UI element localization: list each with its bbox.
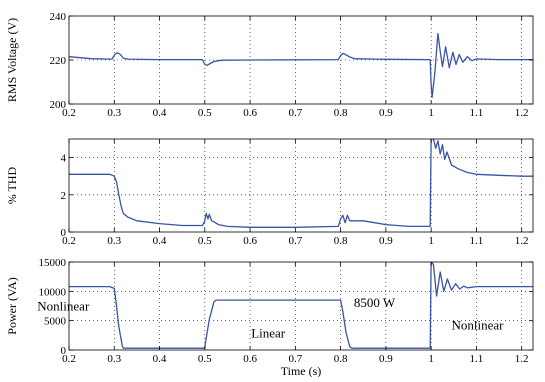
x-tick-label: 0.5	[198, 235, 212, 247]
y-tick-label: 240	[50, 11, 67, 23]
x-tick-label: 0.9	[379, 353, 393, 365]
x-tick-label: 1.2	[515, 235, 529, 247]
x-tick-label: 0.6	[243, 235, 257, 247]
x-tick-label: 0.2	[62, 353, 76, 365]
annotation-label: 8500 W	[354, 295, 396, 310]
x-tick-label: 0.9	[379, 235, 393, 247]
x-tick-label: 0.4	[153, 235, 167, 247]
x-tick-label: 1	[428, 235, 434, 247]
x-tick-label: 0.6	[243, 107, 257, 119]
series-line	[69, 32, 533, 99]
plot-frame	[68, 261, 534, 351]
x-tick-label: 1.2	[515, 107, 529, 119]
y-tick-label: 5000	[44, 316, 67, 328]
x-tick-label: 1.1	[470, 107, 484, 119]
annotation-label: Nonlinear	[37, 299, 90, 314]
x-tick-label: 1.2	[515, 353, 529, 365]
x-axis-label: Time (s)	[281, 364, 322, 377]
y-axis-label: Power (VA)	[5, 277, 19, 334]
y-tick-label: 0	[61, 345, 67, 357]
x-tick-label: 0.4	[153, 107, 167, 119]
x-tick-label: 0.5	[198, 107, 212, 119]
x-tick-label: 0.3	[107, 107, 121, 119]
x-tick-label: 0.7	[288, 107, 302, 119]
y-axis-label: % THD	[5, 166, 19, 204]
x-tick-label: 0.2	[62, 107, 76, 119]
y-tick-label: 200	[50, 99, 67, 111]
y-tick-label: 15000	[39, 257, 67, 269]
x-tick-label: 0.2	[62, 235, 76, 247]
annotation-label: Linear	[251, 326, 286, 341]
y-tick-label: 10000	[39, 286, 67, 298]
y-tick-label: 220	[50, 55, 67, 67]
x-tick-label: 0.9	[379, 107, 393, 119]
annotation-label: Nonlinear	[452, 317, 505, 332]
x-tick-label: 0.8	[334, 107, 348, 119]
x-tick-label: 0.4	[153, 353, 167, 365]
series-line	[69, 262, 533, 349]
x-tick-label: 1	[428, 107, 434, 119]
x-tick-label: 0.7	[288, 353, 302, 365]
y-tick-label: 4	[61, 153, 67, 165]
x-tick-label: 0.6	[243, 353, 257, 365]
y-tick-label: 0	[61, 227, 67, 239]
y-tick-label: 2	[61, 190, 67, 202]
y-axis-label: RMS Voltage (V)	[5, 18, 19, 102]
x-tick-label: 0.8	[334, 235, 348, 247]
plot-frame	[68, 138, 534, 233]
x-tick-label: 0.3	[107, 235, 121, 247]
x-tick-label: 0.8	[334, 353, 348, 365]
x-tick-label: 1.1	[470, 353, 484, 365]
x-tick-label: 0.7	[288, 235, 302, 247]
x-tick-label: 1	[428, 353, 434, 365]
x-tick-label: 0.3	[107, 353, 121, 365]
x-tick-label: 1.1	[470, 235, 484, 247]
x-tick-label: 0.5	[198, 353, 212, 365]
series-line	[69, 139, 533, 228]
